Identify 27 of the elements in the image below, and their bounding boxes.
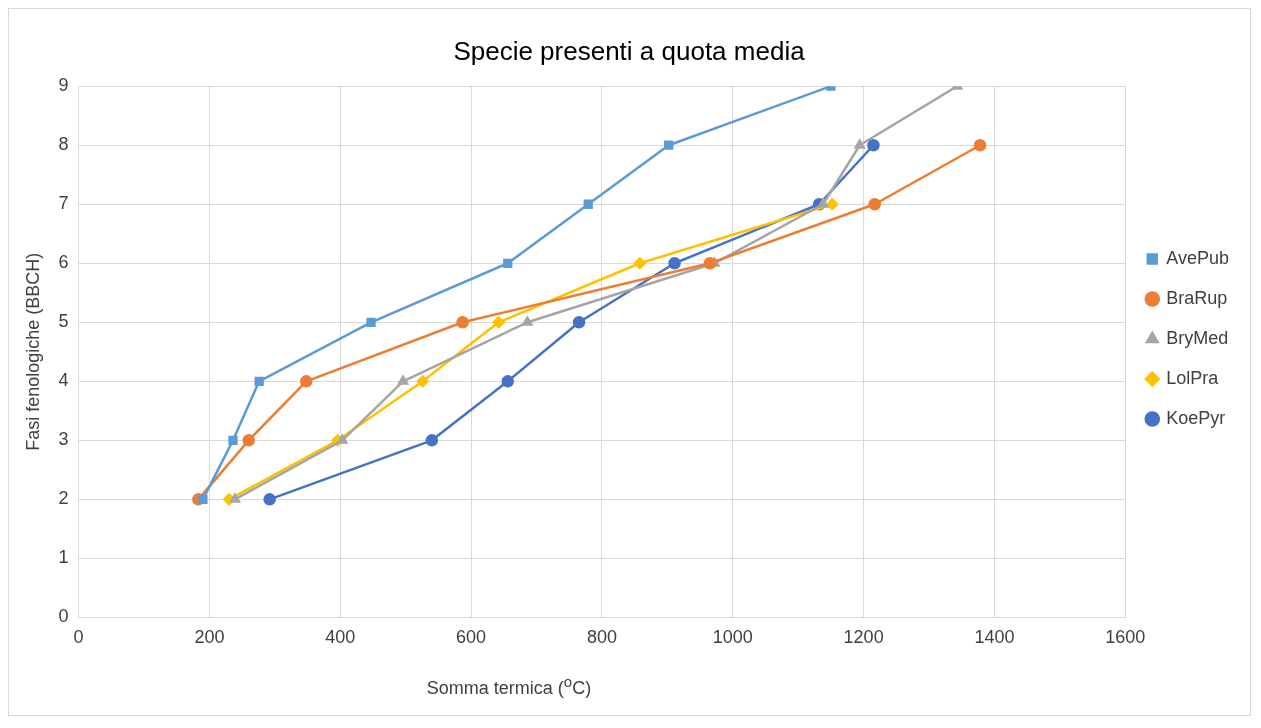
y-tick-label: 0 bbox=[58, 606, 69, 627]
legend-label: LolPra bbox=[1166, 367, 1220, 388]
y-tick-label: 3 bbox=[58, 429, 69, 450]
x-tick-label: 0 bbox=[73, 627, 84, 648]
y-tick-label: 5 bbox=[58, 311, 69, 332]
legend-label: BraRup bbox=[1166, 287, 1228, 308]
y-tick-label: 9 bbox=[58, 75, 69, 96]
y-axis-title: Fasi fenologiche (BBCH) bbox=[22, 252, 43, 451]
legend-label: KoePyr bbox=[1166, 407, 1226, 428]
chart-title: Specie presenti a quota media bbox=[453, 35, 806, 66]
y-tick-label: 4 bbox=[58, 370, 69, 391]
legend-label: BryMed bbox=[1166, 327, 1229, 348]
x-tick-label: 400 bbox=[325, 627, 356, 648]
x-tick-label: 600 bbox=[456, 627, 487, 648]
y-tick-label: 7 bbox=[58, 193, 69, 214]
y-tick-label: 1 bbox=[58, 547, 69, 568]
x-tick-label: 1400 bbox=[974, 627, 1015, 648]
y-tick-label: 8 bbox=[58, 134, 69, 155]
x-tick-label: 1000 bbox=[712, 627, 753, 648]
legend-label: AvePub bbox=[1166, 247, 1229, 268]
x-tick-label: 200 bbox=[194, 627, 225, 648]
y-tick-label: 2 bbox=[58, 488, 69, 509]
x-tick-label: 1600 bbox=[1105, 627, 1146, 648]
x-tick-label: 1200 bbox=[843, 627, 884, 648]
x-axis-title: Somma termica ($^{o}$C) bbox=[425, 673, 593, 699]
y-tick-label: 6 bbox=[58, 252, 69, 273]
x-tick-label: 800 bbox=[586, 627, 617, 648]
